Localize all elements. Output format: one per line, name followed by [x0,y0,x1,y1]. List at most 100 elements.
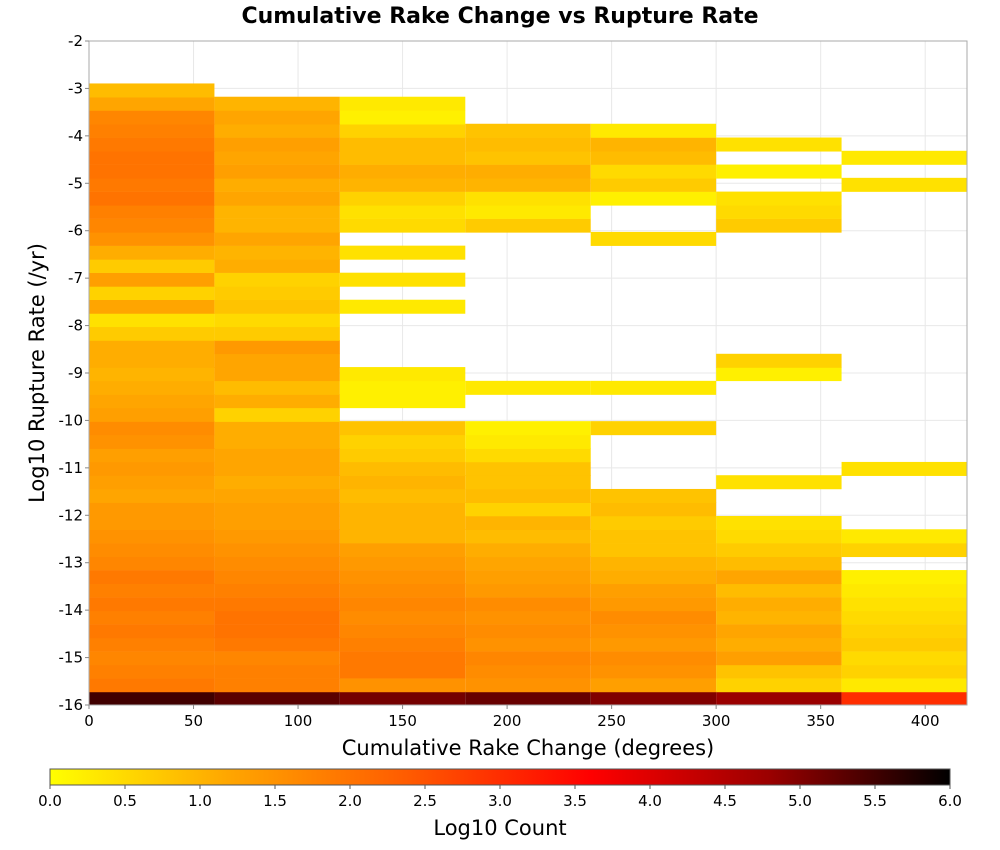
heatmap-cell [214,218,340,233]
y-tick-label: -9 [68,364,83,382]
heatmap-cell [339,488,466,503]
heatmap-cell [590,570,717,585]
x-axis-label: Cumulative Rake Change (degrees) [342,736,715,760]
heatmap-cell [89,285,215,300]
heatmap-cell [465,204,591,219]
colorbar-tick-label: 5.0 [788,792,812,810]
heatmap-cell [214,583,340,598]
heatmap-cell [339,137,466,152]
heatmap-cell [590,488,717,503]
heatmap-cell [465,678,591,693]
heatmap-cell [841,610,967,625]
heatmap-cell [339,110,466,125]
heatmap-cell [590,543,717,558]
heatmap-cell [716,137,842,152]
x-tick-label: 100 [284,712,313,730]
heatmap-cell [841,664,967,679]
heatmap-cell [214,258,340,273]
heatmap-cell [465,380,591,395]
heatmap-cell [89,488,215,503]
heatmap-cell [590,164,717,179]
x-tick-label: 200 [493,712,522,730]
heatmap-cell [465,529,591,544]
heatmap-cell [339,434,466,449]
heatmap-cell [590,664,717,679]
y-tick-label: -13 [59,554,84,572]
heatmap-cell [214,191,340,206]
heatmap-cell [89,570,215,585]
heatmap-cell [339,204,466,219]
heatmap-cell [841,678,967,693]
heatmap-cell [339,218,466,233]
heatmap-cell [465,651,591,666]
heatmap-cell [89,245,215,260]
heatmap-cell [89,340,215,355]
heatmap-cell [339,691,466,706]
heatmap-cell [339,664,466,679]
heatmap-cell [841,177,967,192]
heatmap-cell [465,421,591,436]
x-tick-label: 400 [911,712,940,730]
heatmap-cell [89,326,215,341]
colorbar-tick-label: 3.0 [488,792,512,810]
heatmap-cell [89,610,215,625]
y-tick-label: -4 [68,127,83,145]
heatmap-cell [339,461,466,476]
heatmap-cell [89,177,215,192]
heatmap-cell [841,529,967,544]
heatmap-cell [89,597,215,612]
y-tick-label: -2 [68,32,83,50]
colorbar-tick-label: 2.0 [338,792,362,810]
heatmap-cell [214,434,340,449]
heatmap-cell [89,543,215,558]
heatmap-cell [89,664,215,679]
heatmap-cell [89,164,215,179]
heatmap-cell [214,394,340,409]
heatmap-cell [590,150,717,165]
heatmap-cell [339,624,466,639]
colorbar-tick-label: 4.0 [638,792,662,810]
heatmap-cell [89,191,215,206]
heatmap-cell [841,624,967,639]
heatmap-cell [339,570,466,585]
colorbar-tick-label: 0.0 [38,792,62,810]
heatmap-cell [214,96,340,111]
colorbar-tick-label: 4.5 [713,792,737,810]
heatmap-cell [89,624,215,639]
heatmap-cell [339,96,466,111]
heatmap-cell [465,502,591,517]
heatmap-cell [214,637,340,652]
x-tick-label: 150 [388,712,417,730]
heatmap-cell [841,461,967,476]
colorbar-tick-label: 0.5 [113,792,137,810]
heatmap-cell [214,556,340,571]
heatmap-cell [590,123,717,138]
colorbar-tick-label: 1.5 [263,792,287,810]
heatmap-cell [214,353,340,368]
heatmap-cell [214,177,340,192]
x-tick-label: 50 [184,712,203,730]
heatmap-cell [89,380,215,395]
heatmap-cell [716,637,842,652]
heatmap-cell [339,177,466,192]
heatmap-cell [590,691,717,706]
heatmap-cell [590,637,717,652]
heatmap-cell [214,488,340,503]
heatmap-cell [89,137,215,152]
heatmap-cell [214,529,340,544]
heatmap-cell [214,421,340,436]
heatmap-cell [841,150,967,165]
heatmap-cell [89,231,215,246]
heatmap-cell [339,637,466,652]
heatmap-cell [89,272,215,287]
heatmap-cell [214,367,340,382]
heatmap-cell [590,597,717,612]
colorbar-tick-label: 3.5 [563,792,587,810]
heatmap-cell [339,597,466,612]
heatmap-cell [339,123,466,138]
colorbar-tick-label: 5.5 [863,792,887,810]
heatmap-cell [339,191,466,206]
heatmap-cell [214,164,340,179]
heatmap-cell [89,556,215,571]
